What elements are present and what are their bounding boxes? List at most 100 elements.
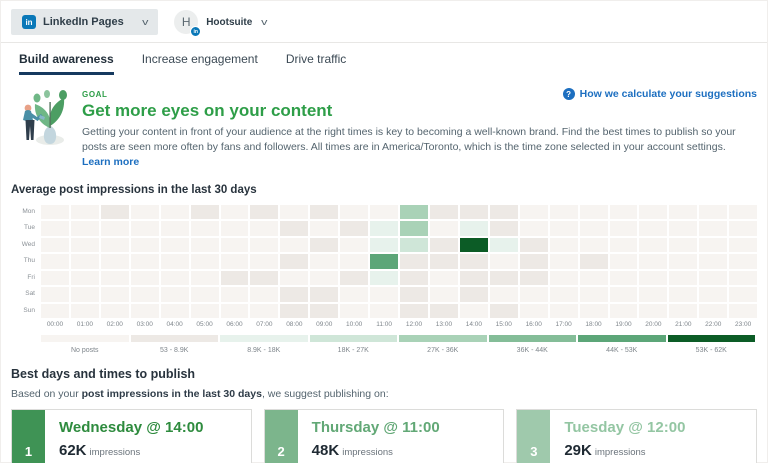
heatmap-cell-thu-23:00[interactable] [729, 254, 758, 269]
heatmap-cell-thu-20:00[interactable] [639, 254, 668, 269]
heatmap-cell-tue-20:00[interactable] [639, 221, 668, 236]
heatmap-cell-sun-15:00[interactable] [489, 303, 518, 319]
heatmap-cell-thu-05:00[interactable] [190, 254, 219, 269]
heatmap-cell-thu-01:00[interactable] [70, 254, 99, 269]
heatmap-cell-wed-08:00[interactable] [280, 237, 309, 253]
heatmap-cell-wed-17:00[interactable] [549, 237, 578, 253]
heatmap-cell-mon-04:00[interactable] [160, 204, 189, 220]
heatmap-cell-sun-13:00[interactable] [429, 303, 458, 319]
heatmap-cell-sun-08:00[interactable] [280, 303, 309, 319]
heatmap-cell-sat-01:00[interactable] [70, 287, 99, 302]
heatmap-cell-wed-09:00[interactable] [310, 237, 339, 253]
heatmap-cell-wed-22:00[interactable] [699, 237, 728, 253]
heatmap-cell-sat-12:00[interactable] [400, 287, 428, 302]
heatmap-cell-wed-11:00[interactable] [370, 237, 399, 253]
heatmap-cell-fri-03:00[interactable] [130, 270, 159, 286]
heatmap-cell-fri-01:00[interactable] [70, 270, 99, 286]
heatmap-cell-mon-08:00[interactable] [280, 204, 309, 220]
heatmap-cell-thu-21:00[interactable] [669, 254, 698, 269]
heatmap-cell-sat-20:00[interactable] [639, 287, 668, 302]
heatmap-cell-wed-15:00[interactable] [489, 237, 518, 253]
heatmap-cell-fri-05:00[interactable] [190, 270, 219, 286]
heatmap-cell-sun-01:00[interactable] [70, 303, 99, 319]
heatmap-cell-thu-06:00[interactable] [220, 254, 249, 269]
heatmap-cell-sat-05:00[interactable] [190, 287, 219, 302]
heatmap-cell-mon-14:00[interactable] [459, 204, 488, 220]
tab-increase-engagement[interactable]: Increase engagement [141, 52, 258, 66]
heatmap-cell-wed-05:00[interactable] [190, 237, 219, 253]
heatmap-cell-fri-02:00[interactable] [100, 270, 129, 286]
heatmap-cell-sat-23:00[interactable] [729, 287, 758, 302]
network-selector[interactable]: in LinkedIn Pages v [11, 9, 159, 35]
heatmap-cell-wed-03:00[interactable] [130, 237, 159, 253]
heatmap-cell-wed-00:00[interactable] [41, 237, 69, 253]
heatmap-cell-tue-00:00[interactable] [41, 221, 69, 236]
heatmap-cell-mon-19:00[interactable] [609, 204, 638, 220]
heatmap-cell-tue-08:00[interactable] [280, 221, 309, 236]
learn-more-link[interactable]: Learn more [82, 156, 140, 169]
heatmap-cell-sat-16:00[interactable] [519, 287, 548, 302]
heatmap-cell-wed-21:00[interactable] [669, 237, 698, 253]
heatmap-cell-thu-08:00[interactable] [280, 254, 309, 269]
heatmap-cell-thu-07:00[interactable] [250, 254, 279, 269]
heatmap-cell-fri-23:00[interactable] [729, 270, 758, 286]
heatmap-cell-mon-06:00[interactable] [220, 204, 249, 220]
heatmap-cell-sun-20:00[interactable] [639, 303, 668, 319]
heatmap-cell-sat-03:00[interactable] [130, 287, 159, 302]
heatmap-cell-fri-00:00[interactable] [41, 270, 69, 286]
heatmap-cell-sat-21:00[interactable] [669, 287, 698, 302]
heatmap-cell-sun-17:00[interactable] [549, 303, 578, 319]
heatmap-cell-fri-19:00[interactable] [609, 270, 638, 286]
heatmap-cell-mon-15:00[interactable] [489, 204, 518, 220]
profile-selector[interactable]: H in Hootsuite v [174, 10, 268, 37]
heatmap-cell-thu-13:00[interactable] [429, 254, 458, 269]
heatmap-cell-wed-01:00[interactable] [70, 237, 99, 253]
heatmap-cell-sun-06:00[interactable] [220, 303, 249, 319]
heatmap-cell-tue-07:00[interactable] [250, 221, 279, 236]
heatmap-cell-sun-10:00[interactable] [340, 303, 369, 319]
heatmap-cell-tue-02:00[interactable] [100, 221, 129, 236]
heatmap-cell-fri-17:00[interactable] [549, 270, 578, 286]
heatmap-cell-sat-10:00[interactable] [340, 287, 369, 302]
heatmap-cell-tue-14:00[interactable] [459, 221, 488, 236]
heatmap-cell-wed-14:00[interactable] [459, 237, 488, 253]
heatmap-cell-mon-01:00[interactable] [70, 204, 99, 220]
heatmap-cell-sun-19:00[interactable] [609, 303, 638, 319]
heatmap-cell-tue-15:00[interactable] [489, 221, 518, 236]
heatmap-cell-tue-16:00[interactable] [519, 221, 548, 236]
heatmap-cell-sat-04:00[interactable] [160, 287, 189, 302]
heatmap-cell-fri-09:00[interactable] [310, 270, 339, 286]
heatmap-cell-sat-19:00[interactable] [609, 287, 638, 302]
heatmap-cell-mon-17:00[interactable] [549, 204, 578, 220]
heatmap-cell-sat-08:00[interactable] [280, 287, 309, 302]
heatmap-cell-wed-07:00[interactable] [250, 237, 279, 253]
heatmap-cell-sat-13:00[interactable] [429, 287, 458, 302]
heatmap-cell-sun-16:00[interactable] [519, 303, 548, 319]
heatmap-cell-thu-00:00[interactable] [41, 254, 69, 269]
heatmap-cell-wed-18:00[interactable] [579, 237, 608, 253]
tab-drive-traffic[interactable]: Drive traffic [285, 52, 347, 66]
heatmap-cell-wed-04:00[interactable] [160, 237, 189, 253]
heatmap-cell-wed-10:00[interactable] [340, 237, 369, 253]
heatmap-cell-wed-06:00[interactable] [220, 237, 249, 253]
heatmap-cell-mon-03:00[interactable] [130, 204, 159, 220]
heatmap-cell-thu-15:00[interactable] [489, 254, 518, 269]
heatmap-cell-thu-03:00[interactable] [130, 254, 159, 269]
heatmap-cell-tue-13:00[interactable] [429, 221, 458, 236]
heatmap-cell-thu-14:00[interactable] [459, 254, 488, 269]
heatmap-cell-sat-06:00[interactable] [220, 287, 249, 302]
heatmap-cell-sat-07:00[interactable] [250, 287, 279, 302]
heatmap-cell-fri-16:00[interactable] [519, 270, 548, 286]
heatmap-cell-fri-04:00[interactable] [160, 270, 189, 286]
heatmap-cell-sat-02:00[interactable] [100, 287, 129, 302]
heatmap-cell-fri-07:00[interactable] [250, 270, 279, 286]
heatmap-cell-wed-19:00[interactable] [609, 237, 638, 253]
heatmap-cell-tue-06:00[interactable] [220, 221, 249, 236]
tab-build-awareness[interactable]: Build awareness [19, 52, 114, 75]
heatmap-cell-tue-03:00[interactable] [130, 221, 159, 236]
heatmap-cell-thu-09:00[interactable] [310, 254, 339, 269]
heatmap-cell-wed-23:00[interactable] [729, 237, 758, 253]
heatmap-cell-sun-03:00[interactable] [130, 303, 159, 319]
heatmap-cell-mon-11:00[interactable] [370, 204, 399, 220]
heatmap-cell-sat-09:00[interactable] [310, 287, 339, 302]
